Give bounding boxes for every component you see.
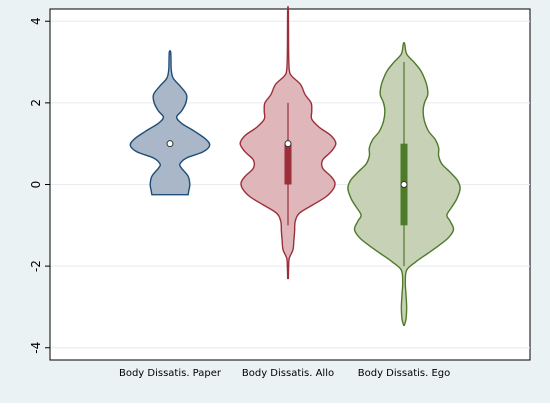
violins xyxy=(129,5,461,327)
y-tick-label: -4 xyxy=(29,342,43,354)
x-category-label: Body Dissatis. Ego xyxy=(358,368,451,379)
x-axis: Body Dissatis. Paper Body Dissatis. Allo B… xyxy=(119,368,450,379)
y-tick-label: -2 xyxy=(29,260,43,272)
violin-iqr-box xyxy=(284,143,292,185)
y-tick-label: 4 xyxy=(29,17,43,25)
violin-group xyxy=(239,5,337,280)
y-axis: -4 -2 0 2 4 xyxy=(29,9,51,360)
y-tick-label: 2 xyxy=(29,99,43,107)
y-tick-label: 0 xyxy=(29,181,43,189)
violin-group xyxy=(129,50,211,196)
violin-median-marker xyxy=(284,140,292,148)
violin-group xyxy=(347,41,461,327)
x-category-label: Body Dissatis. Paper xyxy=(119,368,222,379)
violin-median-marker xyxy=(400,181,408,188)
violin-body xyxy=(129,50,211,196)
violin-median-marker xyxy=(166,140,174,148)
x-category-label: Body Dissatis. Allo xyxy=(242,368,334,379)
